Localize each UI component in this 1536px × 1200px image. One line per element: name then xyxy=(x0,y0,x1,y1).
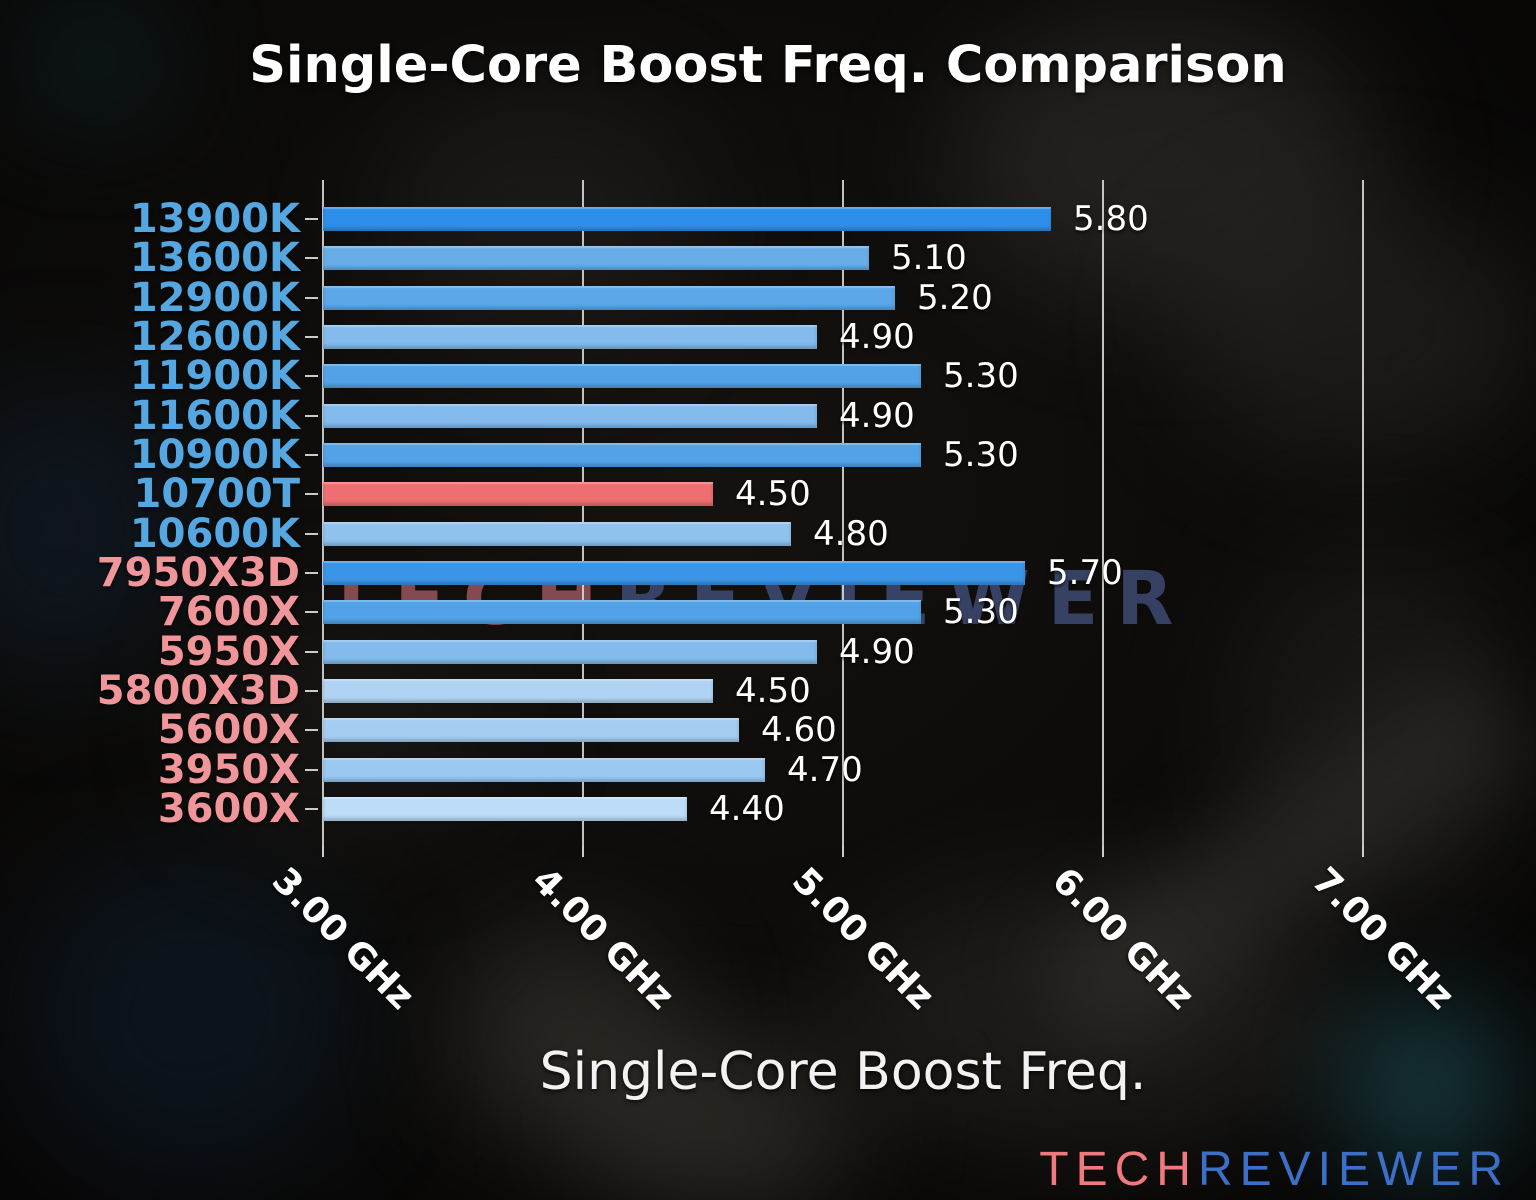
background-blur-blob xyxy=(1340,1000,1510,1170)
techreviewer-logo: TECHREVIEWER xyxy=(1039,1142,1510,1197)
value-label: 5.30 xyxy=(943,434,1019,475)
value-label: 5.30 xyxy=(943,356,1019,397)
logo-reviewer: REVIEWER xyxy=(1197,1143,1510,1196)
y-axis-tick xyxy=(305,650,318,653)
x-axis-tick xyxy=(322,846,324,857)
bar xyxy=(323,442,921,467)
category-label: 10700T xyxy=(133,471,300,518)
bar xyxy=(323,560,1025,585)
background-blur-blob xyxy=(20,850,360,1180)
bar xyxy=(323,639,817,664)
x-axis-tick xyxy=(842,846,844,857)
y-axis-tick xyxy=(305,375,318,378)
y-axis-tick xyxy=(305,807,318,810)
value-label: 4.90 xyxy=(839,395,915,436)
category-label: 12600K xyxy=(129,313,300,360)
gridline xyxy=(322,180,324,846)
gridline xyxy=(842,180,844,846)
bar xyxy=(323,364,921,389)
chart-title: Single-Core Boost Freq. Comparison xyxy=(249,36,1287,95)
y-axis-tick xyxy=(305,768,318,771)
bar xyxy=(323,600,921,625)
x-tick-label: 5.00 GHz xyxy=(784,860,942,1018)
background-blur-blob xyxy=(580,1040,860,1200)
value-label: 5.80 xyxy=(1073,199,1149,239)
x-tick-label: 7.00 GHz xyxy=(1304,860,1462,1018)
value-label: 4.90 xyxy=(839,316,915,357)
category-label: 5600X xyxy=(157,707,300,754)
bar xyxy=(323,207,1051,231)
value-label: 4.80 xyxy=(813,513,889,554)
background-blur-blob xyxy=(1230,540,1530,920)
y-axis-tick xyxy=(305,689,318,692)
value-label: 4.50 xyxy=(735,670,811,711)
y-axis-tick xyxy=(305,296,318,299)
value-label: 4.60 xyxy=(761,710,837,751)
gridline xyxy=(582,180,584,846)
y-axis-tick xyxy=(305,414,318,417)
x-tick-label: 6.00 GHz xyxy=(1044,860,1202,1018)
category-label: 13900K xyxy=(129,196,300,242)
value-label: 4.90 xyxy=(839,631,915,672)
x-axis-tick xyxy=(582,846,584,857)
category-label: 7600X xyxy=(157,589,300,636)
bar xyxy=(323,678,713,703)
bar xyxy=(323,324,817,349)
gridline xyxy=(1362,180,1364,846)
category-label: 5950X xyxy=(157,628,300,675)
value-label: 5.30 xyxy=(943,592,1019,633)
bar xyxy=(323,796,687,821)
category-label: 10900K xyxy=(129,431,300,478)
category-label: 11900K xyxy=(129,353,300,400)
bar xyxy=(323,521,791,546)
bar xyxy=(323,285,895,310)
y-axis-tick xyxy=(305,335,318,338)
value-label: 4.40 xyxy=(709,788,785,829)
x-axis-label: Single-Core Boost Freq. xyxy=(539,1042,1147,1102)
y-axis-tick xyxy=(305,218,318,220)
value-label: 5.20 xyxy=(917,277,993,318)
category-label: 3600X xyxy=(157,785,300,832)
y-axis-tick xyxy=(305,493,318,496)
category-label: 13600K xyxy=(129,235,300,282)
x-axis-tick xyxy=(1102,846,1104,857)
y-axis-tick xyxy=(305,729,318,732)
background-blur-blob xyxy=(30,10,160,110)
y-axis-tick xyxy=(305,532,318,535)
category-label: 10600K xyxy=(129,510,300,557)
category-label: 12900K xyxy=(129,274,300,321)
gridline xyxy=(1102,180,1104,846)
y-axis-tick xyxy=(305,453,318,456)
bar xyxy=(323,482,713,507)
y-axis-tick xyxy=(305,257,318,260)
x-axis-tick xyxy=(1362,846,1364,857)
category-label: 11600K xyxy=(129,392,300,439)
y-axis-tick xyxy=(305,611,318,614)
logo-tech: TECH xyxy=(1039,1143,1198,1196)
category-label: 3950X xyxy=(157,746,300,793)
category-label: 7950X3D xyxy=(96,549,300,596)
x-tick-label: 3.00 GHz xyxy=(264,860,422,1018)
value-label: 5.70 xyxy=(1047,552,1123,593)
bar xyxy=(323,757,765,782)
bar xyxy=(323,718,739,743)
value-label: 5.10 xyxy=(891,238,967,279)
bar xyxy=(323,246,869,271)
value-label: 4.50 xyxy=(735,474,811,515)
background-blur-blob xyxy=(1180,200,1536,460)
y-axis-tick xyxy=(305,571,318,574)
value-label: 4.70 xyxy=(787,749,863,790)
x-tick-label: 4.00 GHz xyxy=(524,860,682,1018)
bar xyxy=(323,403,817,428)
category-label: 5800X3D xyxy=(96,667,300,714)
